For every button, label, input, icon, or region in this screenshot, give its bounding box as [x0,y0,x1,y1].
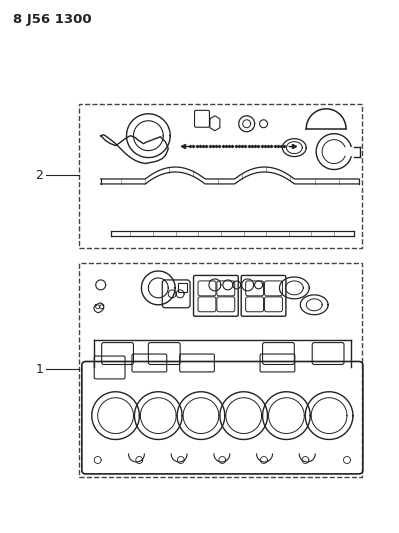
Bar [79,104,362,248]
Text: 2: 2 [35,169,43,182]
Text: 8 J56 1300: 8 J56 1300 [13,13,92,26]
Bar [79,263,362,477]
Text: 1: 1 [35,363,43,376]
Bar [178,283,187,292]
